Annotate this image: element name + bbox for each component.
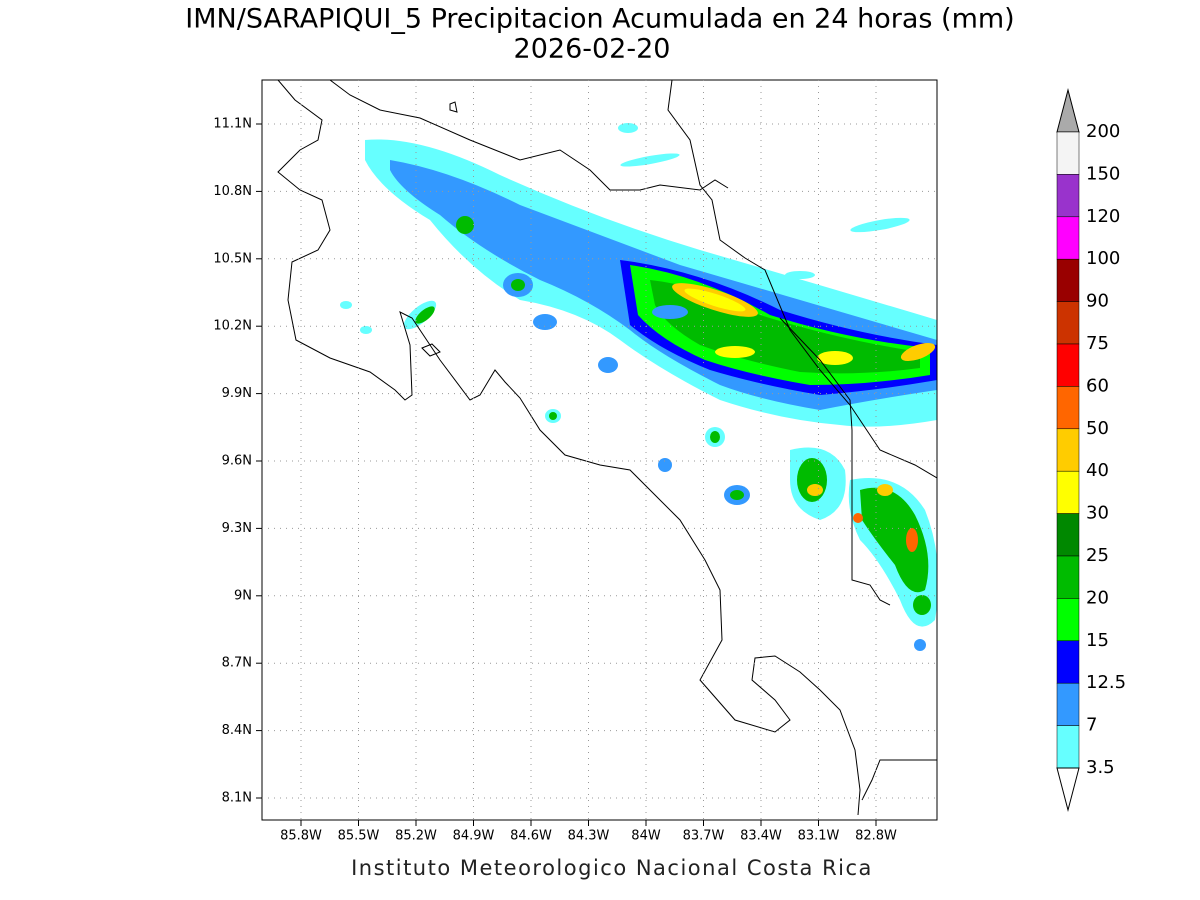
- precip-area: [618, 123, 638, 133]
- precip-area: [785, 271, 815, 279]
- x-tick-label: 85.2W: [395, 829, 437, 844]
- precip-area: [684, 288, 746, 312]
- precip-area: [456, 216, 474, 234]
- colorbar-label: 20: [1086, 587, 1109, 608]
- colorbar-label: 40: [1086, 460, 1109, 481]
- precip-area: [817, 351, 853, 365]
- y-tick-label: 9.9N: [222, 386, 252, 401]
- colorbar-label: 30: [1086, 503, 1109, 524]
- colorbar-segment: [1056, 725, 1080, 769]
- precip-area: [652, 305, 688, 319]
- colorbar-label: 200: [1086, 121, 1120, 142]
- y-tick-label: 11.1N: [213, 117, 252, 132]
- colorbar-label: 12.5: [1086, 672, 1126, 693]
- colorbar-label: 100: [1086, 248, 1120, 269]
- nicaragua-border: [329, 80, 729, 191]
- colorbar-segment: [1056, 682, 1080, 726]
- colorbar-label: 60: [1086, 375, 1109, 396]
- precip-area: [730, 490, 744, 500]
- map-frame: [261, 79, 938, 821]
- y-tick-label: 10.2N: [213, 319, 252, 334]
- colorbar-label: 7: [1086, 715, 1097, 736]
- precip-area: [658, 458, 672, 472]
- colorbar-segment: [1056, 470, 1080, 514]
- precip-area: [900, 342, 936, 362]
- precip-area: [511, 279, 525, 291]
- precip-area: [860, 487, 929, 593]
- precip-area: [415, 306, 435, 324]
- y-tick-label: 9N: [234, 588, 252, 603]
- pacific-coast: [277, 80, 861, 816]
- colorbar-label: 15: [1086, 630, 1109, 651]
- panama-border: [779, 317, 891, 606]
- precipitation: [340, 123, 937, 651]
- y-tick-label: 10.8N: [213, 184, 252, 199]
- colorbar-segment: [1056, 343, 1080, 387]
- map-body: [277, 80, 937, 816]
- precip-area: [533, 314, 557, 330]
- precip-area: [853, 513, 863, 523]
- footer: Instituto Meteorologico Nacional Costa R…: [351, 856, 873, 880]
- precip-area: [340, 301, 352, 309]
- colorbar-segment: [1056, 258, 1080, 302]
- precip-area: [906, 528, 918, 552]
- y-tick-label: 9.6N: [222, 454, 252, 469]
- precip-area: [913, 595, 931, 615]
- colorbar-label: 3.5: [1086, 757, 1115, 778]
- coastlines: [277, 80, 937, 816]
- colorbar-label: 25: [1086, 545, 1109, 566]
- precip-area: [620, 153, 680, 167]
- precip-area: [360, 326, 372, 334]
- title: IMN/SARAPIQUI_5 Precipitacion Acumulada …: [185, 4, 1014, 35]
- colorbar-segment: [1056, 174, 1080, 218]
- x-tick-label: 82.8W: [855, 829, 897, 844]
- colorbar-over: [1056, 88, 1080, 133]
- x-tick-label: 83.4W: [740, 829, 782, 844]
- colorbar-segment: [1056, 386, 1080, 430]
- y-tick-label: 10.5N: [213, 251, 252, 266]
- coastline: [861, 759, 937, 801]
- precip-area: [710, 431, 720, 443]
- colorbar-segment: [1056, 555, 1080, 599]
- precip-area: [549, 412, 557, 420]
- x-tick-label: 83.7W: [683, 829, 725, 844]
- colorbar-label: 50: [1086, 418, 1109, 439]
- y-tick-label: 8.4N: [222, 723, 252, 738]
- colorbar-segment: [1056, 640, 1080, 684]
- x-tick-label: 83.1W: [798, 829, 840, 844]
- colorbar-segment: [1056, 301, 1080, 345]
- colorbar-label: 90: [1086, 291, 1109, 312]
- island: [421, 343, 441, 357]
- subtitle: 2026-02-20: [514, 34, 671, 65]
- colorbar-segment: [1056, 513, 1080, 557]
- colorbar-segment: [1056, 216, 1080, 260]
- x-tick-label: 84.6W: [510, 829, 552, 844]
- colorbar-segment: [1056, 428, 1080, 472]
- colorbar-label: 150: [1086, 163, 1120, 184]
- colorbar-under: [1056, 767, 1080, 812]
- y-tick-label: 8.7N: [222, 656, 252, 671]
- precip-area: [598, 357, 618, 373]
- caribbean-coast: [667, 80, 937, 479]
- colorbar-segment: [1056, 131, 1080, 175]
- x-tick-label: 84.3W: [568, 829, 610, 844]
- colorbar-label: 120: [1086, 206, 1120, 227]
- precip-area: [715, 346, 755, 358]
- precip-area: [877, 484, 893, 496]
- y-tick-label: 8.1N: [222, 791, 252, 806]
- precip-area: [807, 484, 823, 496]
- precip-area: [914, 639, 926, 651]
- y-tick-label: 9.3N: [222, 521, 252, 536]
- colorbar-segment: [1056, 598, 1080, 642]
- colorbar-label: 75: [1086, 333, 1109, 354]
- x-tick-label: 85.5W: [338, 829, 380, 844]
- x-tick-label: 84W: [631, 829, 661, 844]
- x-tick-label: 85.8W: [280, 829, 322, 844]
- x-tick-label: 84.9W: [453, 829, 495, 844]
- island: [449, 101, 458, 113]
- precip-area: [850, 217, 910, 233]
